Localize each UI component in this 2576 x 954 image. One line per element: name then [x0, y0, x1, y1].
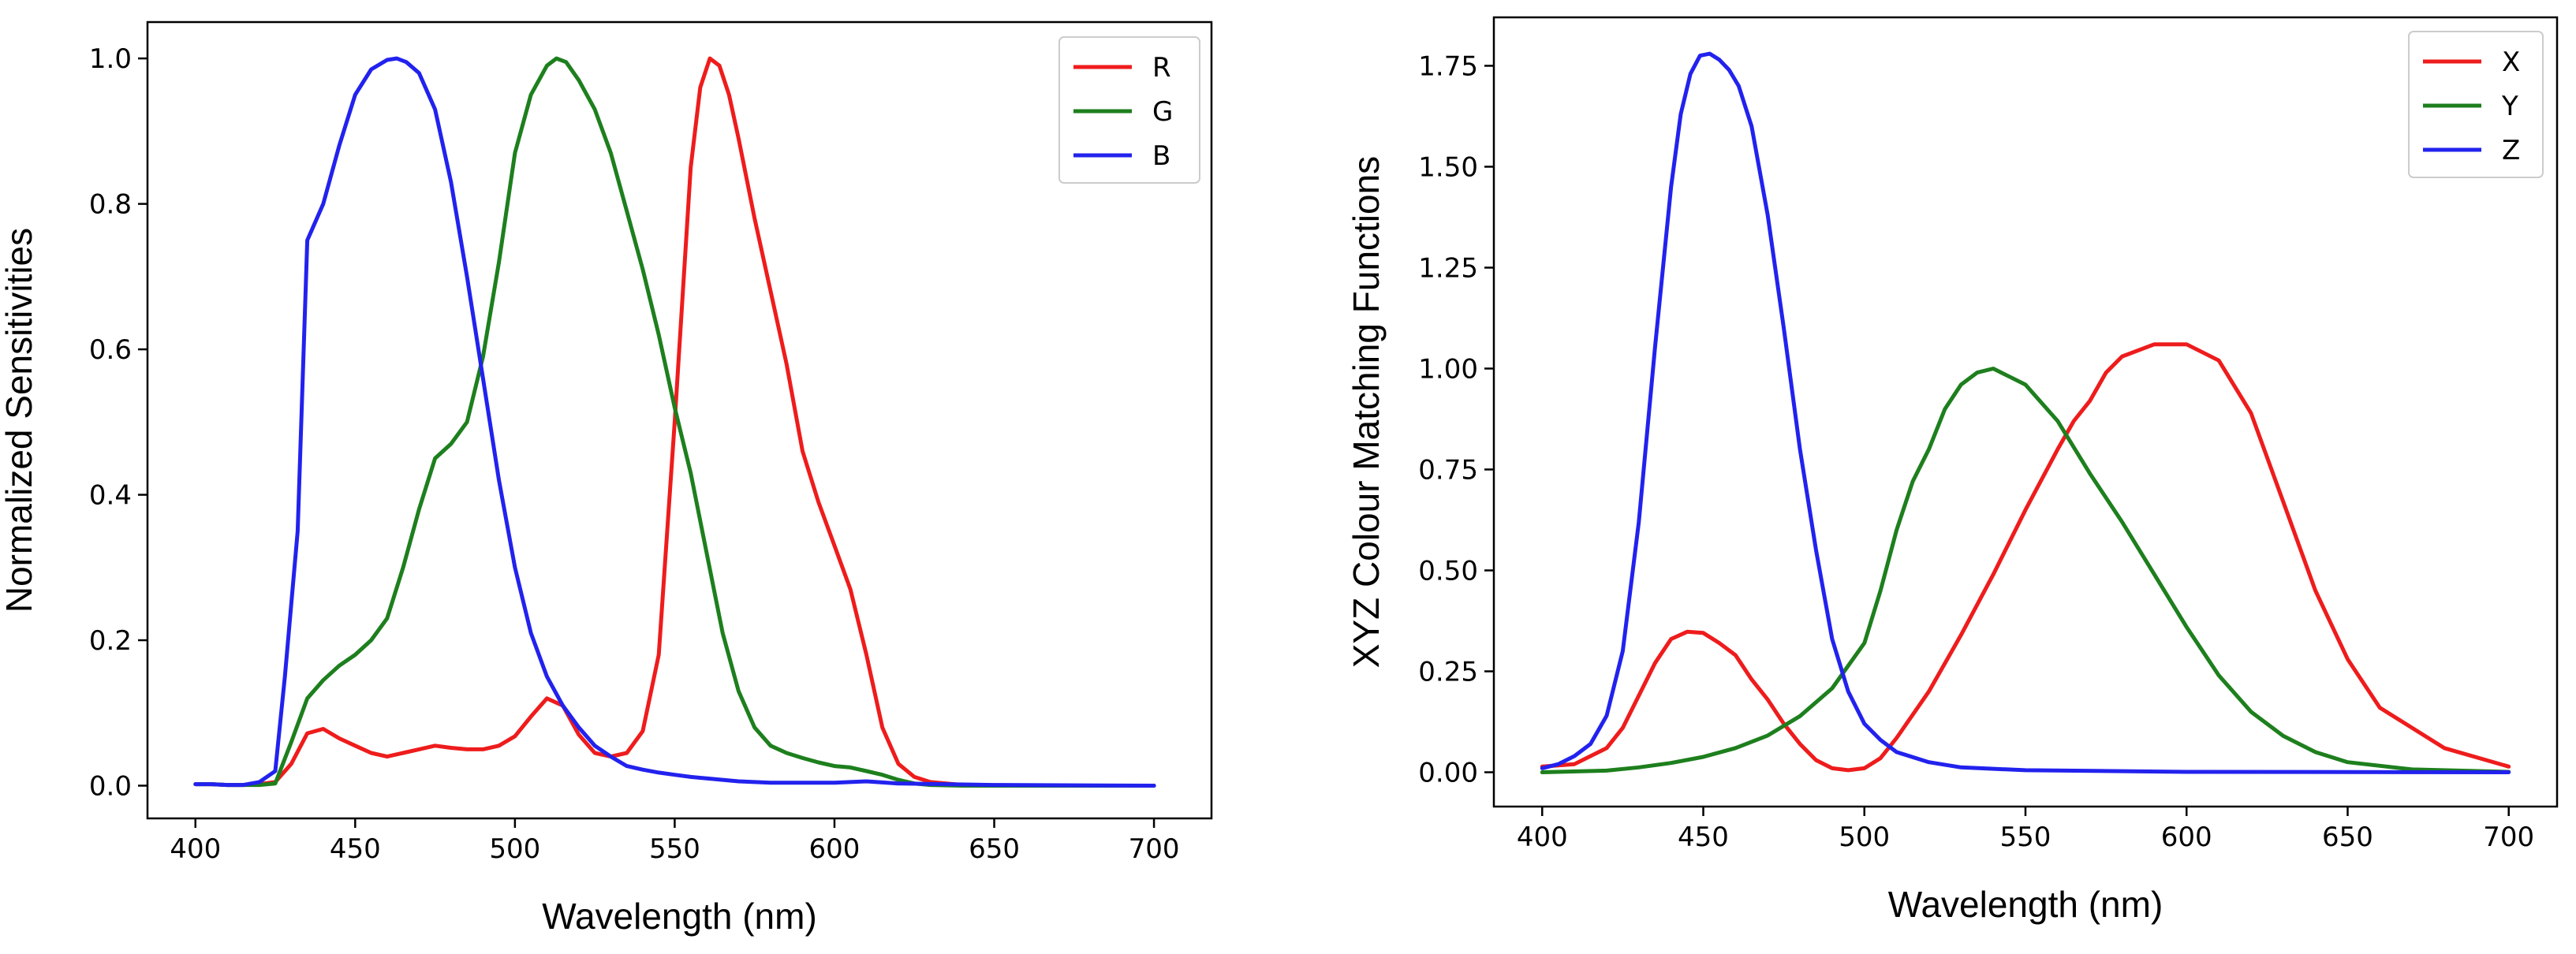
- y-tick-label: 0.0: [89, 770, 132, 802]
- legend: XYZ: [2408, 31, 2544, 178]
- y-tick-label: 1.75: [1418, 50, 1478, 82]
- y-tick-label: 0.75: [1418, 454, 1478, 486]
- x-tick-label: 700: [2483, 822, 2534, 853]
- x-tick-label: 500: [1839, 822, 1890, 853]
- series-line-x: [1540, 342, 2511, 773]
- plot-area: [1492, 16, 2559, 808]
- y-tick-label: 0.25: [1418, 656, 1478, 688]
- x-tick-label: 450: [1678, 822, 1729, 853]
- x-tick-label: 600: [809, 833, 861, 865]
- y-tick-label: 1.00: [1418, 353, 1478, 385]
- x-axis-title: Wavelength (nm): [1888, 884, 2163, 925]
- x-tick-label: 550: [2000, 822, 2051, 853]
- y-tick-label: 0.00: [1418, 757, 1478, 788]
- x-tick-label: 650: [2322, 822, 2373, 853]
- y-tick-label: 1.0: [89, 43, 132, 75]
- y-tick-label: 0.6: [89, 334, 132, 366]
- x-tick-label: 500: [489, 833, 540, 865]
- x-tick-label: 550: [649, 833, 700, 865]
- series-line-g: [193, 56, 1156, 788]
- chart-panel-1: 400 450 500 550 600 650 700 0.0 0.2 0.4 0.6 0.8 1.0 W…: [0, 20, 1213, 937]
- y-tick-label: 1.50: [1418, 151, 1478, 183]
- series-line-b: [193, 56, 1156, 788]
- x-tick-label: 400: [170, 833, 221, 865]
- x-tick-label: 400: [1517, 822, 1568, 853]
- y-tick-label: 0.50: [1418, 555, 1478, 587]
- series-line-r: [193, 56, 1156, 788]
- x-tick-label: 700: [1129, 833, 1180, 865]
- series-line-z: [1540, 51, 2511, 774]
- series-group: [193, 56, 1156, 788]
- x-axis-title: Wavelength (nm): [542, 896, 817, 937]
- legend: RGB: [1058, 36, 1200, 184]
- plot-area: [146, 20, 1213, 820]
- y-tick-label: 1.25: [1418, 252, 1478, 284]
- legend-label-y: Y: [2501, 91, 2518, 122]
- x-tick-label: 650: [969, 833, 1020, 865]
- legend-label-z: Z: [2502, 135, 2520, 166]
- y-axis-title: XYZ Colour Matching Functions: [1346, 156, 1387, 668]
- legend-label-g: G: [1152, 96, 1173, 128]
- y-tick-label: 0.4: [89, 480, 132, 512]
- y-tick-label: 0.2: [89, 625, 132, 657]
- legend-label-b: B: [1152, 140, 1170, 172]
- legend-label-r: R: [1152, 52, 1171, 84]
- x-tick-label: 600: [2161, 822, 2212, 853]
- y-axis-title: Normalized Sensitivities: [0, 228, 39, 613]
- x-tick-label: 450: [330, 833, 381, 865]
- y-tick-label: 0.8: [89, 189, 132, 221]
- legend-label-x: X: [2502, 47, 2520, 78]
- chart-panel-2: 400 450 500 550 600 650 700 0.00 0.25 0.50 0.75 1.0…: [1346, 16, 2559, 925]
- series-line-y: [1540, 367, 2511, 774]
- series-group: [1540, 51, 2511, 774]
